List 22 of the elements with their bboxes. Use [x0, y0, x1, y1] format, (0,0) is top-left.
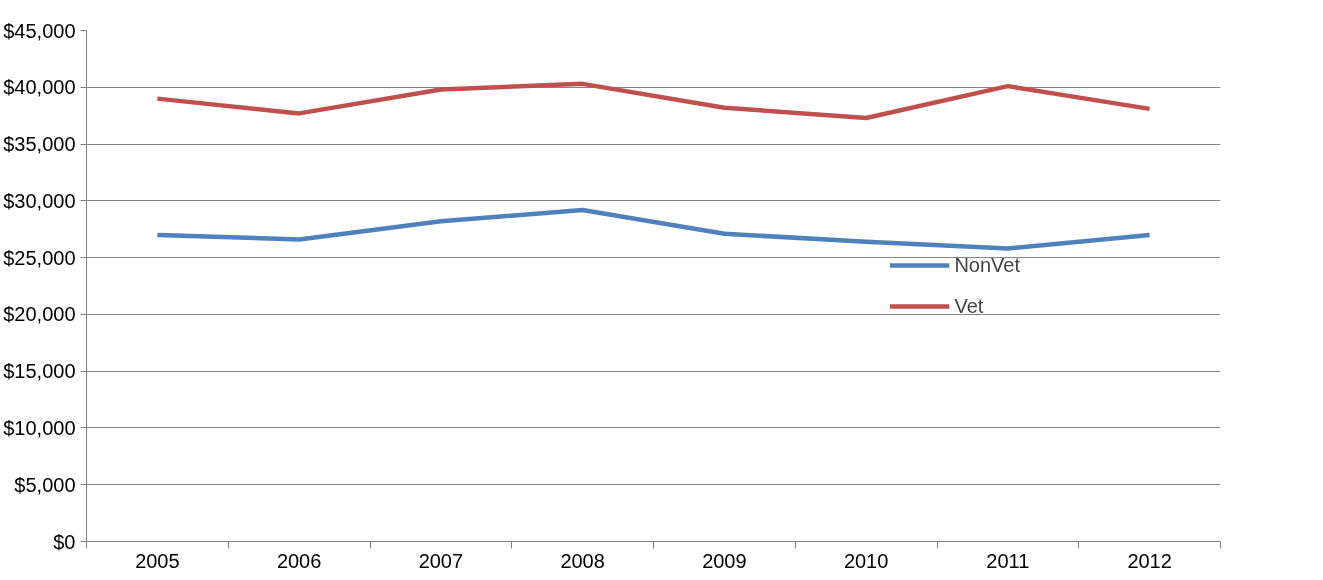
x-tick-label: 2009 [702, 549, 747, 572]
legend-label: NonVet [954, 253, 1020, 277]
y-tick-label: $45,000 [3, 19, 76, 42]
y-tick-label: $35,000 [3, 133, 76, 156]
y-tick-label: $10,000 [3, 416, 76, 439]
y-tick-label: $40,000 [3, 76, 76, 99]
y-tick-label: $15,000 [3, 360, 76, 383]
y-tick-label: $25,000 [3, 246, 76, 269]
y-tick-label: $30,000 [3, 189, 76, 212]
x-tick-label: 2008 [560, 549, 605, 572]
line-series [155, 207, 1152, 251]
y-tick-label: $20,000 [3, 303, 76, 326]
x-tick-label: 2005 [135, 549, 180, 572]
x-tick-label: 2007 [418, 549, 464, 572]
x-tick-label: 2012 [1127, 549, 1172, 572]
x-tick-label: 2010 [843, 549, 889, 572]
y-tick-label: $0 [53, 530, 76, 553]
line-series [155, 81, 1152, 121]
x-tick-label: 2006 [276, 549, 322, 572]
legend-label: Vet [954, 294, 984, 318]
y-tick-label: $5,000 [14, 473, 76, 496]
x-tick-label: 2011 [986, 549, 1030, 572]
